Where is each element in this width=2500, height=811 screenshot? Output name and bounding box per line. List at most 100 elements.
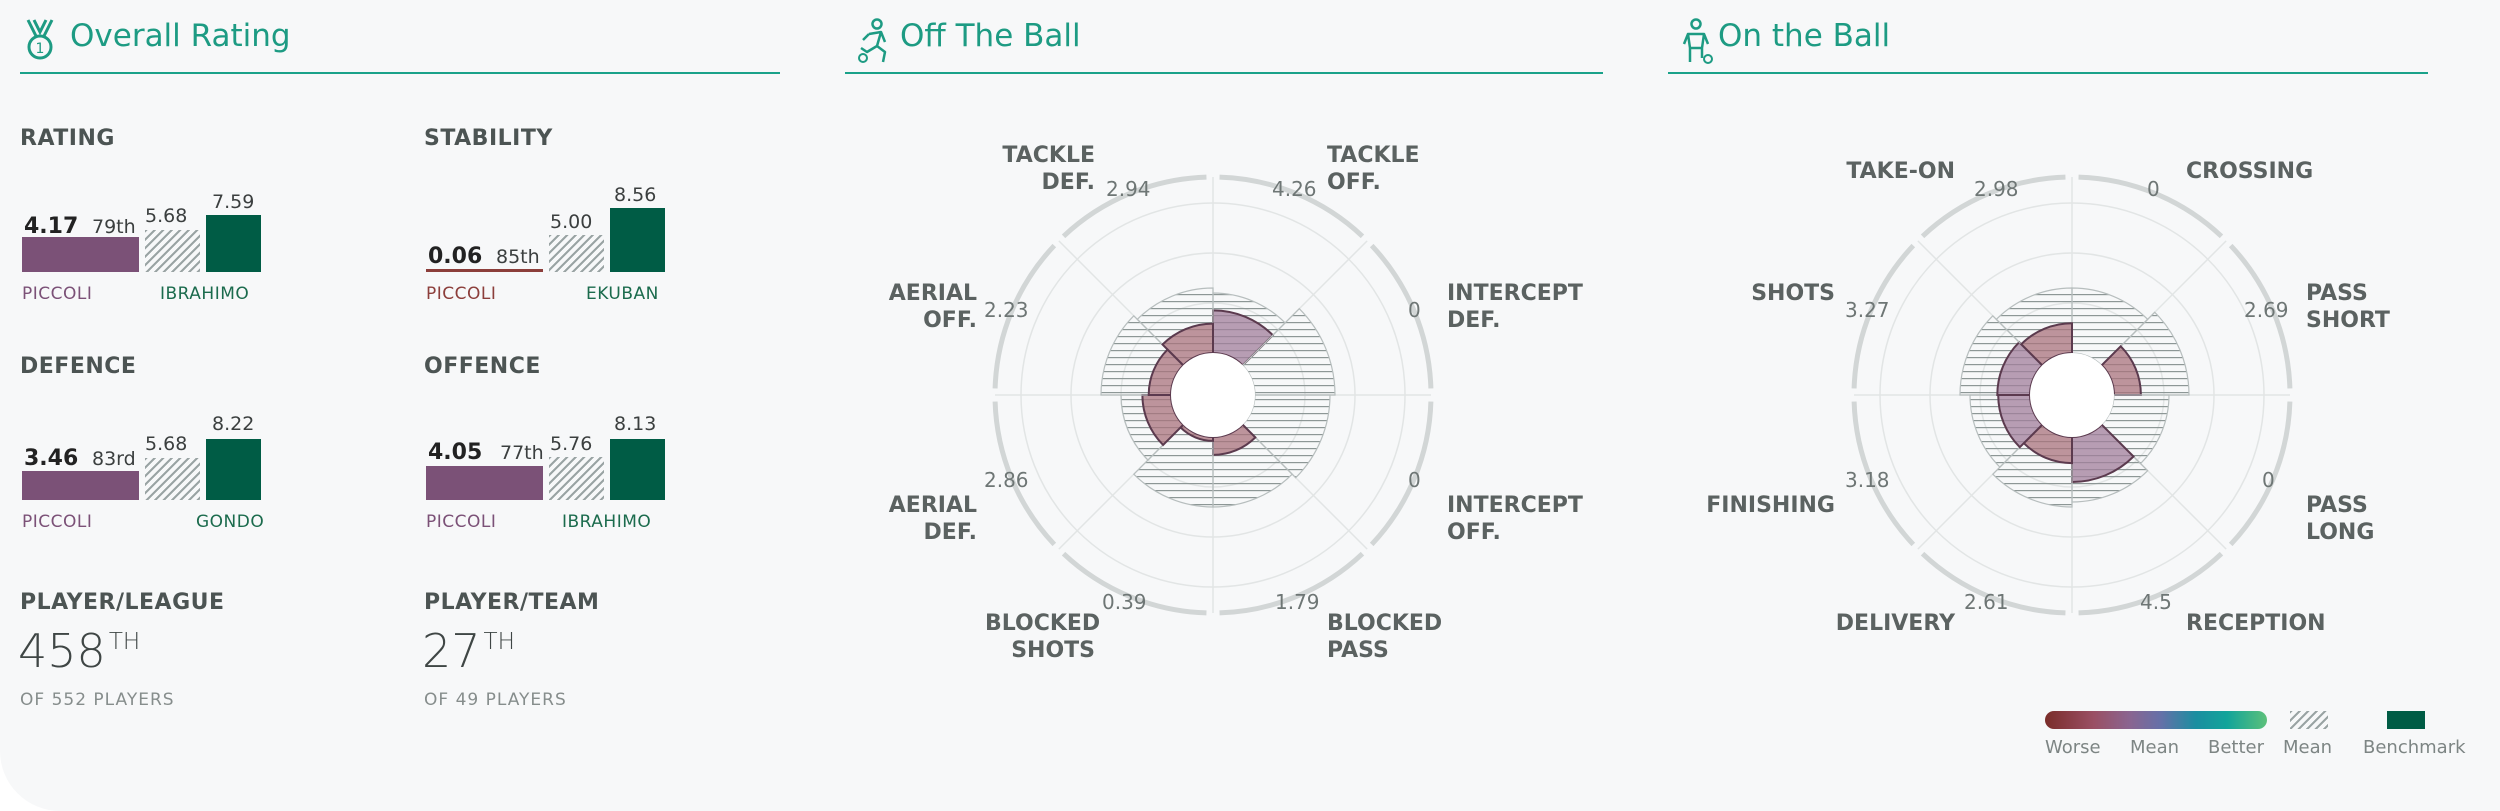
off-the-ball-rule [845,72,1603,74]
legend-benchmark-swatch [2387,711,2425,729]
stability-benchmark-name: EKUBAN [586,284,659,304]
rating-mean-bar [145,229,200,272]
rating-player-bar [22,236,139,272]
on-value-take-on: 2.98 [1974,177,2019,201]
offence-label: OFFENCE [424,354,541,379]
legend-scale-bar [2045,711,2267,729]
legend-better: Better [2208,737,2265,758]
stability-mean-value: 5.00 [550,211,593,233]
off-label-intercept-def: INTERCEPT DEF. [1447,281,1583,333]
rating-mean-value: 5.68 [145,205,188,227]
defence-mean-value: 5.68 [145,433,188,455]
overall-rating-rule [20,72,780,74]
off-label-aerial-def: AERIAL DEF. [888,493,977,545]
off-value-tackle-def: 2.94 [1106,177,1151,201]
on-value-delivery: 2.61 [1964,590,2009,614]
off-label-blocked-pass: BLOCKED PASS [1327,611,1443,663]
off-label-intercept-off: INTERCEPT OFF. [1447,493,1583,545]
stability-percentile: 85th [496,246,540,268]
on-label-crossing: CROSSING [2186,159,2314,184]
player-team-caption: OF 49 PLAYERS [424,690,567,710]
off-outer-arc [992,243,1057,389]
off-value-blocked-shots: 0.39 [1102,590,1147,614]
stability-player-value: 0.06 [428,244,483,269]
svg-text:1: 1 [36,41,45,57]
defence-benchmark-bar [206,438,261,500]
offence-mean-value: 5.76 [550,433,593,455]
player-team-rank: 27 TH [422,624,515,678]
on-value-finishing: 3.18 [1845,468,1890,492]
player-team-label: PLAYER/TEAM [424,590,600,615]
on-value-crossing: 0 [2147,177,2160,201]
stability-label: STABILITY [424,126,553,151]
off-value-tackle-off: 4.26 [1272,177,1317,201]
on-label-pass-long: PASS LONG [2306,493,2375,545]
stability-mean-bar [549,234,604,272]
on-label-reception: RECEPTION [2186,611,2326,636]
defence-benchmark-name: GONDO [196,512,265,532]
rating-label: RATING [20,126,115,151]
stability-player-bar [426,269,543,272]
on-outer-arc [2078,174,2224,239]
off-the-ball-title: Off The Ball [900,18,1081,54]
off-value-intercept-off: 0 [1408,468,1421,492]
rating-benchmark-name: IBRAHIMO [160,284,250,304]
off-label-tackle-off: TACKLE OFF. [1327,143,1420,195]
off-outer-arc [1219,551,1365,616]
defence-label: DEFENCE [20,354,137,379]
on-the-ball-rule [1668,72,2428,74]
off-mean-wedge-intercept-off [1241,394,1331,479]
on-outer-arc [1851,401,1916,547]
off-outer-arc [1061,551,1207,616]
on-value-shots: 3.27 [1845,298,1890,322]
overall-rating-title: Overall Rating [70,18,291,54]
medal-icon: 1 [26,19,54,60]
legend-mean-swatch [2290,711,2328,729]
defence-benchmark-value: 8.22 [212,413,255,435]
legend-mean-scale: Mean [2130,737,2180,758]
offence-mean-bar [549,456,604,500]
offence-benchmark-value: 8.13 [614,413,657,435]
offence-player-name: PICCOLI [426,512,497,532]
on-label-finishing: FINISHING [1706,493,1835,518]
on-outer-arc [2228,243,2293,389]
on-label-pass-short: PASS SHORT [2306,281,2390,333]
on-label-take-on: TAKE-ON [1846,159,1955,184]
on-value-pass-short: 2.69 [2244,298,2289,322]
off-outer-arc [1061,174,1207,239]
rating-player-name: PICCOLI [22,284,93,304]
stability-benchmark-value: 8.56 [614,184,657,206]
off-value-intercept-def: 0 [1408,298,1421,322]
offence-benchmark-name: IBRAHIMO [562,512,652,532]
on-the-ball-title: On the Ball [1718,18,1891,54]
legend-worse: Worse [2045,737,2101,758]
player-league-label: PLAYER/LEAGUE [20,590,225,615]
off-outer-arc [1369,401,1434,547]
on-center-hole [2030,353,2114,437]
offence-player-value: 4.05 [428,440,483,465]
off-value-aerial-off: 2.23 [984,298,1029,322]
on-outer-arc [1920,551,2066,616]
offence-benchmark-bar [610,439,665,500]
stability-benchmark-bar [610,207,665,272]
on-outer-arc [1920,174,2066,239]
player-with-ball-icon [1682,18,1713,64]
on-outer-arc [1851,243,1916,389]
off-label-tackle-def: TACKLE DEF. [1002,143,1095,195]
offence-percentile: 77th [500,442,544,464]
legend-mean-hatch: Mean [2283,737,2333,758]
defence-mean-bar [145,457,200,500]
off-outer-arc [1219,174,1365,239]
rating-benchmark-bar [206,215,261,272]
player-league-rank: 458 TH [18,624,141,678]
off-outer-arc [992,401,1057,547]
defence-player-value: 3.46 [24,446,79,471]
on-label-shots: SHOTS [1751,281,1835,306]
off-label-blocked-shots: BLOCKED SHOTS [985,611,1101,663]
defence-player-bar [22,470,139,500]
on-value-pass-long: 0 [2262,468,2275,492]
rating-benchmark-value: 7.59 [212,191,255,213]
